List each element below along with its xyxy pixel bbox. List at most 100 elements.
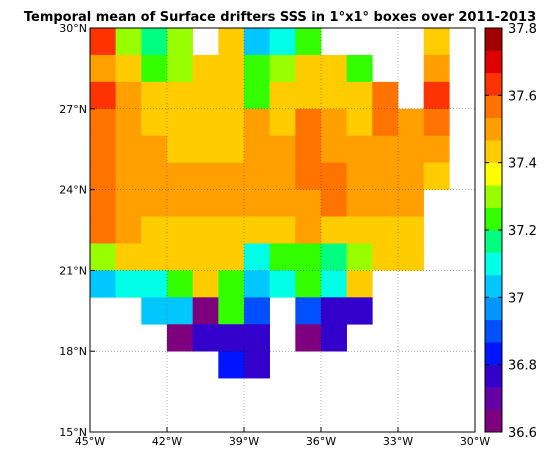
heatmap-cell (244, 297, 270, 325)
colorbar-segment (485, 207, 502, 231)
heatmap-cell (167, 324, 193, 352)
colorbar-segment (485, 28, 502, 51)
heatmap-cell (244, 351, 270, 379)
heatmap-cell (398, 189, 424, 217)
y-axis: 15°N 18°N 21°N 24°N 27°N 30°N (59, 22, 95, 439)
heatmap-cell (295, 216, 322, 244)
heatmap-cell (295, 297, 322, 325)
heatmap-cell (167, 54, 193, 83)
heatmap-cell (372, 81, 399, 110)
heatmap-cell (295, 108, 322, 137)
heatmap-cell (321, 270, 347, 298)
heatmap-cell (115, 270, 142, 298)
heatmap-cell (141, 135, 168, 163)
y-tick-label: 18°N (59, 345, 87, 358)
colorbar-segment (485, 274, 502, 298)
heatmap-cell (321, 81, 347, 110)
heatmap-cell (244, 54, 270, 83)
heatmap-cell (192, 162, 219, 190)
heatmap-cell (398, 216, 424, 244)
heatmap-cell (90, 28, 116, 56)
heatmap-cell (321, 108, 347, 137)
x-tick-label: 36°W (306, 435, 336, 448)
heatmap-cell (269, 135, 296, 163)
heatmap-cell (192, 54, 219, 83)
heatmap-cell (398, 243, 424, 271)
heatmap-cell (346, 216, 373, 244)
heatmap-cell (244, 189, 270, 217)
heatmap-cell (423, 162, 450, 190)
heatmap-cell (346, 189, 373, 217)
heatmap-cell (167, 81, 193, 110)
heatmap-cell (218, 324, 245, 352)
heatmap-cell (218, 297, 245, 325)
heatmap-cell (141, 243, 168, 271)
heatmap-cell (115, 216, 142, 244)
heatmap-cell (244, 135, 270, 163)
y-tick-label: 24°N (59, 184, 87, 197)
heatmap-cell (346, 81, 373, 110)
heatmap-cell (295, 162, 322, 190)
heatmap-cell (372, 108, 399, 137)
x-tick-label: 45°W (75, 435, 105, 448)
heatmap-cell (295, 135, 322, 163)
heatmap-cell (115, 81, 142, 110)
colorbar-segment (485, 409, 502, 433)
heatmap-cell (346, 54, 373, 83)
heatmap-cell (372, 162, 399, 190)
heatmap-cell (218, 81, 245, 110)
heatmap-cell (295, 54, 322, 83)
heatmap-cell (321, 216, 347, 244)
x-tick-label: 42°W (152, 435, 182, 448)
heatmap-cell (423, 108, 450, 137)
heatmap-cell (141, 189, 168, 217)
heatmap-cell (90, 270, 116, 298)
heatmap-cell (141, 108, 168, 137)
heatmap-cell (372, 189, 399, 217)
heatmap-cell (269, 243, 296, 271)
heatmap-cell (321, 324, 347, 352)
heatmap-cell (192, 108, 219, 137)
heatmap-cell (90, 135, 116, 163)
heatmap-cell (346, 297, 373, 325)
heatmap-cell (192, 135, 219, 163)
heatmap-cell (167, 189, 193, 217)
heatmap-cell (115, 108, 142, 137)
heatmap-cell (90, 243, 116, 271)
heatmap-cell (167, 216, 193, 244)
heatmap-cell (244, 216, 270, 244)
heatmap-cell (244, 324, 270, 352)
heatmap-cell (218, 108, 245, 137)
heatmap-cell (269, 270, 296, 298)
heatmap-cell (192, 216, 219, 244)
chart-title: Temporal mean of Surface drifters SSS in… (24, 10, 536, 25)
heatmap-cell (90, 108, 116, 137)
heatmap-cell (244, 162, 270, 190)
colorbar-segment (485, 319, 502, 343)
heatmap-cell (244, 243, 270, 271)
heatmap-cell (244, 81, 270, 110)
heatmap-cell (90, 189, 116, 217)
heatmap-cell (244, 108, 270, 137)
colorbar-segment (485, 140, 502, 163)
heatmap-cell (167, 162, 193, 190)
heatmap-cell (192, 189, 219, 217)
heatmap-cell (346, 162, 373, 190)
colorbar-segment (485, 364, 502, 388)
heatmap-cell (218, 162, 245, 190)
heatmap-cell (346, 108, 373, 137)
y-tick-label: 27°N (59, 103, 87, 116)
heatmap-cell (295, 243, 322, 271)
heatmap-cell (321, 162, 347, 190)
colorbar-segment (485, 297, 502, 321)
heatmap-cell (141, 162, 168, 190)
heatmap-cell (244, 270, 270, 298)
heatmap-cell (321, 54, 347, 83)
colorbar: 36.6 36.8 37 37.2 37.4 37.6 37.8 (484, 22, 537, 441)
colorbar-tick-label: 37.6 (508, 89, 537, 104)
heatmap-cell (141, 270, 168, 298)
heatmap-cell (90, 162, 116, 190)
colorbar-segment (485, 230, 502, 253)
heatmap-cell (90, 54, 116, 83)
